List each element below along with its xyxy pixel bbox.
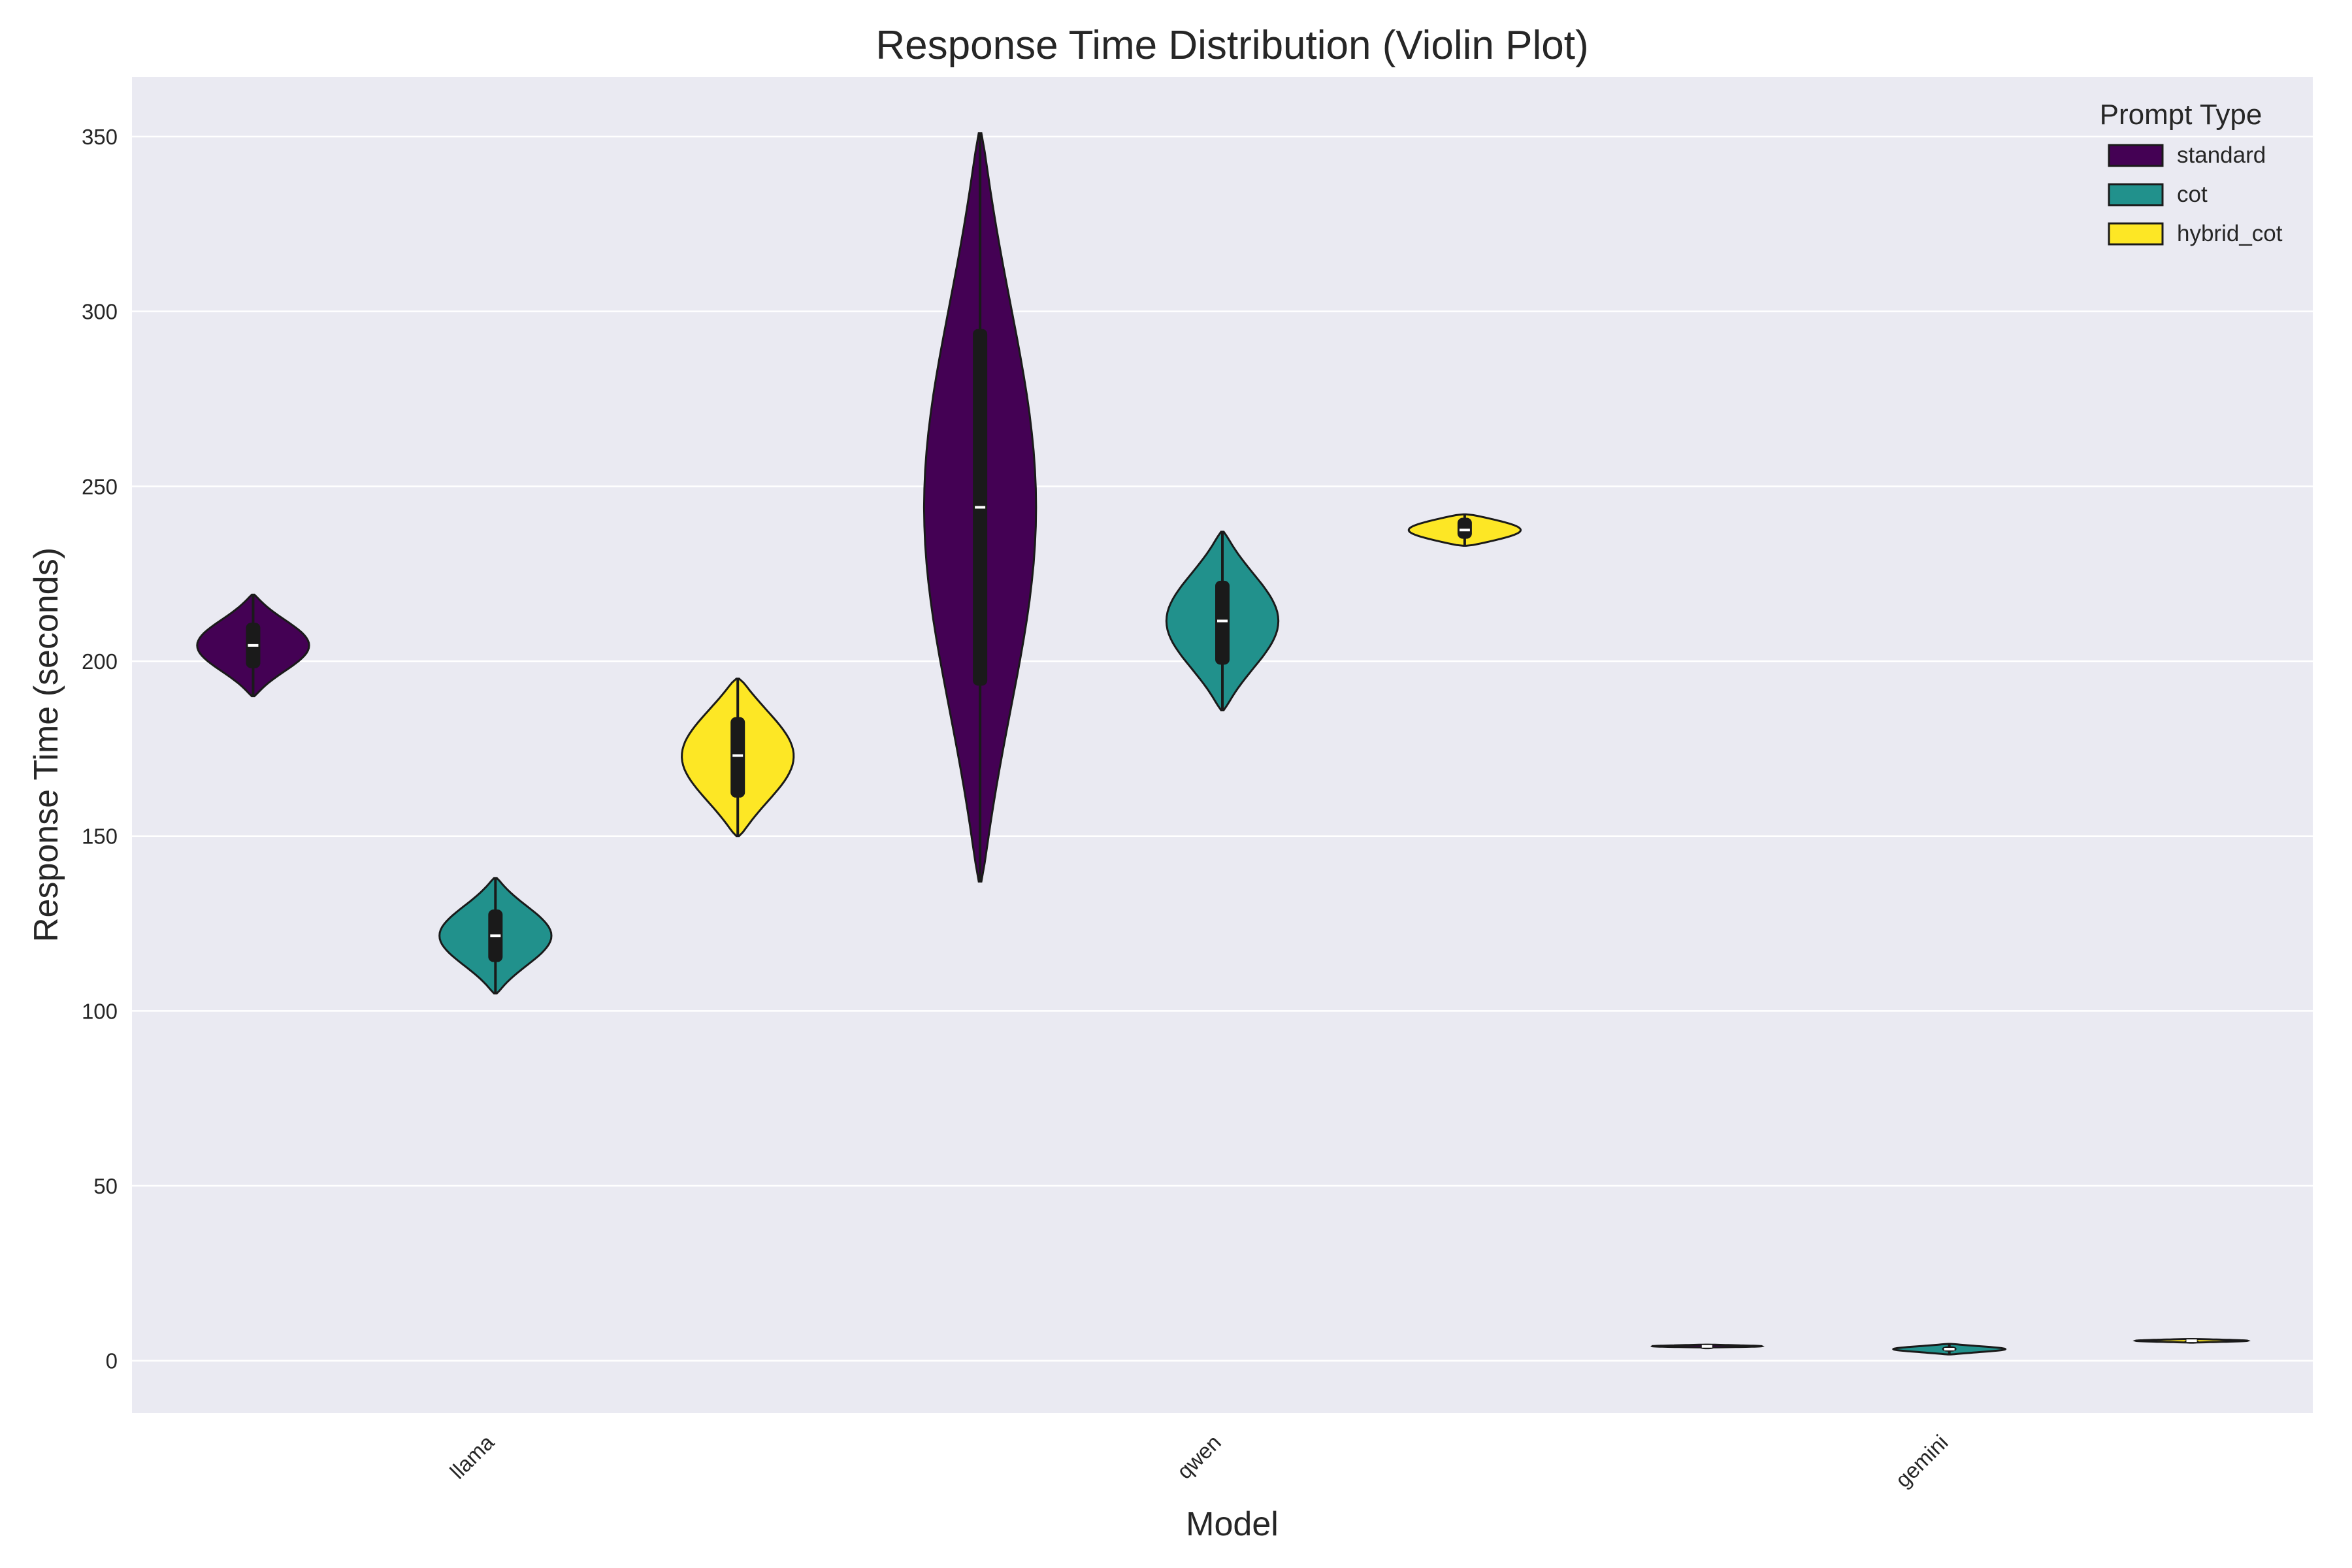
y-tick-label: 300 [82, 300, 118, 324]
y-tick-label: 0 [106, 1349, 118, 1373]
violin-iqr-box [1457, 517, 1472, 539]
legend-swatch [2108, 222, 2164, 246]
violin-qwen-hybrid_cot [1407, 513, 1522, 547]
x-tick-label: llama [445, 1429, 498, 1483]
legend-items: standard cot hybrid_cot [2108, 142, 2283, 246]
violins [196, 132, 2251, 1356]
y-tick-label: 150 [82, 825, 118, 849]
y-tick-label: 50 [93, 1174, 118, 1198]
violin-llama-hybrid_cot [681, 678, 795, 838]
y-axis-label: Response Time (seconds) [27, 547, 65, 942]
x-tick-labels: llama qwen gemini [445, 1429, 1952, 1492]
legend-label: standard [2177, 142, 2266, 168]
x-axis-label: Model [1186, 1505, 1279, 1543]
violin-gemini-cot [1891, 1343, 2007, 1356]
plot-background [132, 77, 2313, 1413]
violin-llama-cot [438, 877, 553, 995]
y-tick-label: 100 [82, 999, 118, 1023]
violin-iqr-box [730, 717, 745, 798]
y-tick-labels: 0 50 100 150 200 250 300 350 [82, 125, 118, 1373]
legend-swatch [2108, 144, 2164, 167]
violin-gemini-hybrid_cot [2132, 1338, 2251, 1344]
x-tick-label: gemini [1891, 1430, 1953, 1492]
legend-label: cot [2177, 182, 2208, 207]
y-tick-label: 250 [82, 474, 118, 498]
legend: Prompt Type standard cot hybrid_cot [2100, 99, 2283, 246]
chart-title: Response Time Distribution (Violin Plot) [875, 23, 1588, 68]
legend-item-cot: cot [2108, 182, 2208, 207]
violin-qwen-cot [1165, 531, 1280, 711]
legend-item-standard: standard [2108, 142, 2266, 168]
violin-iqr-box [1215, 580, 1230, 665]
x-tick-label: qwen [1172, 1430, 1226, 1484]
violin-gemini-standard [1650, 1343, 1765, 1350]
violin-llama-standard [196, 593, 310, 698]
y-tick-label: 350 [82, 125, 118, 149]
legend-title: Prompt Type [2100, 99, 2262, 131]
legend-swatch [2108, 183, 2164, 206]
violin-qwen-standard [923, 132, 1037, 883]
y-tick-label: 200 [82, 649, 118, 674]
legend-item-hybrid_cot: hybrid_cot [2108, 221, 2283, 246]
legend-label: hybrid_cot [2177, 221, 2283, 246]
